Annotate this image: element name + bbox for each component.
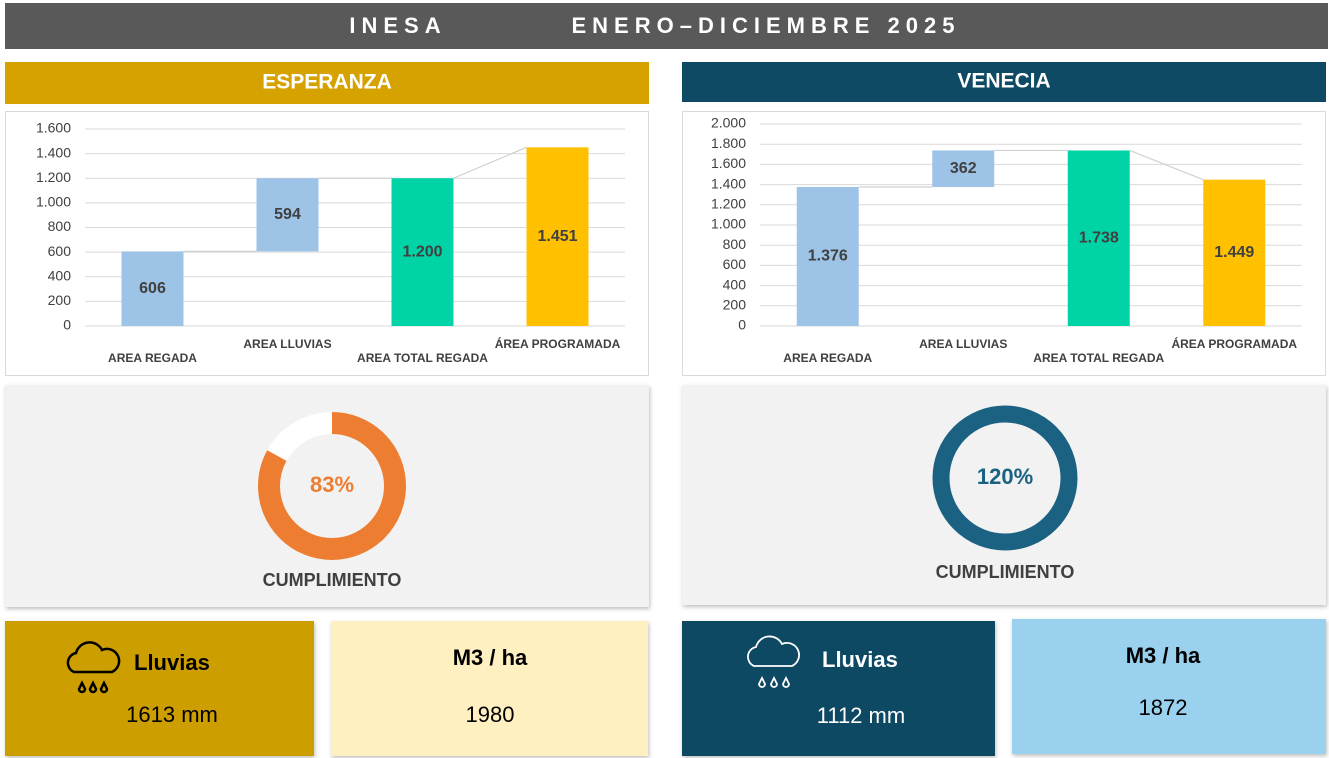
donut-label: CUMPLIMIENTO bbox=[936, 562, 1075, 582]
donut-arc bbox=[932, 405, 1078, 551]
bar bbox=[526, 147, 589, 326]
y-tick-label: 1.400 bbox=[36, 144, 71, 160]
header-title: INESA bbox=[349, 13, 446, 38]
donut-arc bbox=[258, 412, 406, 560]
y-tick-label: 0 bbox=[63, 317, 71, 333]
y-tick-label: 400 bbox=[48, 267, 72, 283]
y-tick-label: 1.200 bbox=[36, 169, 71, 185]
x-tick-label: AREA REGADA bbox=[108, 351, 197, 365]
y-tick-label: 1.600 bbox=[36, 120, 71, 136]
x-tick-label: AREA REGADA bbox=[783, 351, 872, 365]
data-label: 362 bbox=[950, 160, 977, 177]
rain-icon bbox=[747, 635, 800, 688]
panel-title: ESPERANZA bbox=[262, 71, 392, 94]
card-value: 1980 bbox=[466, 702, 515, 727]
card bbox=[331, 621, 648, 756]
data-label: 594 bbox=[274, 206, 301, 223]
bar bbox=[1203, 179, 1266, 326]
data-label: 1.738 bbox=[1079, 229, 1119, 246]
card-title: Lluvias bbox=[134, 650, 210, 675]
rain-icon bbox=[66, 641, 121, 694]
y-tick-label: 600 bbox=[48, 243, 72, 259]
x-tick-label: AREA LLUVIAS bbox=[243, 337, 331, 351]
panel-title-bar bbox=[5, 62, 649, 104]
y-tick-label: 800 bbox=[723, 236, 747, 252]
data-label: 1.376 bbox=[808, 248, 848, 265]
y-tick-label: 400 bbox=[723, 276, 747, 292]
header-period: ENERO–DICIEMBRE 2025 bbox=[572, 13, 961, 38]
data-label: 1.451 bbox=[537, 228, 577, 245]
card-title: Lluvias bbox=[822, 647, 898, 672]
y-tick-label: 1.800 bbox=[711, 135, 746, 151]
y-tick-label: 1.400 bbox=[711, 175, 746, 191]
card-value: 1872 bbox=[1139, 695, 1188, 720]
connector bbox=[1129, 149, 1204, 181]
card-value: 1112 mm bbox=[817, 703, 905, 728]
y-tick-label: 1.000 bbox=[36, 194, 71, 210]
y-tick-label: 200 bbox=[723, 297, 747, 313]
panel-title: VENECIA bbox=[957, 70, 1050, 93]
data-label: 1.449 bbox=[1214, 244, 1254, 261]
card bbox=[1012, 619, 1326, 754]
bar bbox=[796, 187, 859, 326]
y-tick-label: 2.000 bbox=[711, 115, 746, 131]
y-tick-label: 1.600 bbox=[711, 155, 746, 171]
bar bbox=[1067, 150, 1130, 326]
data-label: 606 bbox=[139, 280, 166, 297]
y-tick-label: 800 bbox=[48, 218, 72, 234]
bar bbox=[932, 150, 995, 188]
x-tick-label: AREA TOTAL REGADA bbox=[357, 351, 488, 365]
data-label: 1.200 bbox=[402, 243, 442, 260]
x-tick-label: AREA LLUVIAS bbox=[919, 337, 1007, 351]
card-value: 1613 mm bbox=[126, 702, 218, 727]
donut-label: CUMPLIMIENTO bbox=[263, 570, 402, 590]
card-title: M3 / ha bbox=[453, 645, 528, 670]
connector bbox=[453, 146, 527, 179]
card-title: M3 / ha bbox=[1126, 643, 1201, 668]
donut-value: 83% bbox=[310, 472, 354, 497]
y-tick-label: 600 bbox=[723, 256, 747, 272]
y-tick-label: 1.200 bbox=[711, 196, 746, 212]
y-tick-label: 0 bbox=[738, 317, 746, 333]
x-tick-label: AREA TOTAL REGADA bbox=[1033, 351, 1164, 365]
y-tick-label: 200 bbox=[48, 292, 72, 308]
panel-title-bar bbox=[682, 62, 1326, 102]
x-tick-label: ÁREA PROGRAMADA bbox=[1171, 336, 1297, 351]
bar bbox=[121, 251, 184, 326]
donut-value: 120% bbox=[977, 464, 1033, 489]
bar bbox=[391, 178, 454, 326]
header-bar bbox=[5, 3, 1328, 49]
y-tick-label: 1.000 bbox=[711, 216, 746, 232]
bar bbox=[256, 178, 319, 252]
card bbox=[5, 621, 314, 756]
x-tick-label: ÁREA PROGRAMADA bbox=[495, 336, 621, 351]
card bbox=[682, 621, 995, 756]
